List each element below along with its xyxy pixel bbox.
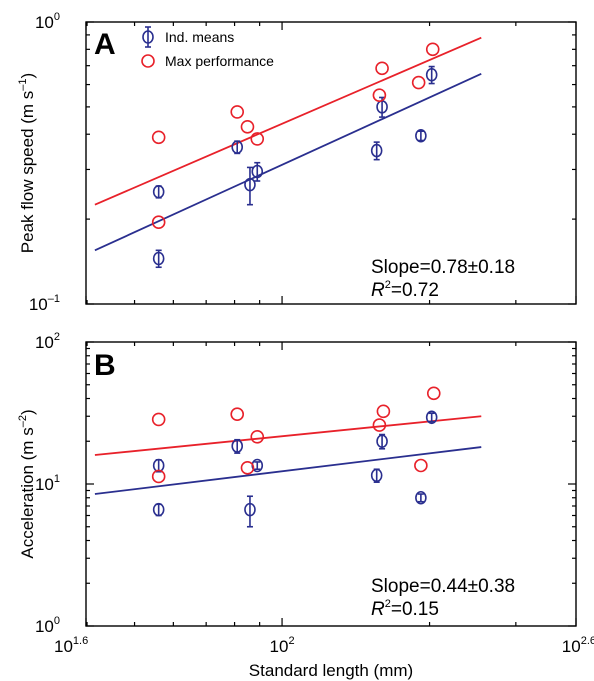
panel-a-point-max-performance [240,119,255,134]
panel-a-fit-lines [94,36,482,252]
panel-b-tick-labels: 100 101 102 101.6 102 102.6 [35,331,594,656]
panel-a-point-ind-means [425,67,438,82]
legend-entry-ind-means: Ind. means [142,26,234,48]
panel-b-y-axis-label-tail: ) [18,409,37,415]
x-tick-label: 102 [270,635,295,656]
panel-a-letter: A [94,28,116,61]
legend-ind-means-label: Ind. means [165,29,234,45]
panel-a-point-max-performance [151,215,166,230]
panel-a-y-tick-label: 10–1 [29,293,60,314]
panel-b-point-max-performance [414,458,428,473]
panel-a-point-max-performance [425,42,440,57]
panel-a-y-tick-label: 100 [35,11,60,32]
panel-b-y-axis-label: Acceleration (m s–2) [17,409,37,558]
panel-b-y-axis-label-main: Acceleration (m s [18,427,37,558]
panel-a-r2-symbol: R [371,280,385,301]
panel-b-fit-lines [94,415,482,495]
panel-b-y-axis-label-sup: –2 [17,415,29,427]
panel-a-point-max-performance [230,105,245,119]
panel-b-letter: B [94,349,116,382]
panel-a-point-max-performance [151,130,166,145]
panel-b-point-ind-means [415,490,427,505]
panel-a-axes-box [85,21,577,305]
panel-a-point-ind-means [415,128,427,143]
legend-ind-means-marker [142,30,154,44]
panel-b-ticks [85,341,577,627]
panel-a-fit-line-max-performance [94,36,482,206]
panel-b-r2-value: =0.15 [391,599,439,620]
panel-a-r2-superscript: 2 [385,279,391,291]
legend: Ind. means Max performance [141,26,274,69]
panel-a-r2-annotation: R2=0.72 [371,279,439,301]
panel-b-y-tick-label: 101 [35,473,60,494]
panel-a-point-ind-means [251,164,264,179]
panel-a-point-ind-means [244,177,256,192]
panel-b-point-ind-means [152,458,165,473]
panel-b-r2-superscript: 2 [385,598,391,610]
legend-max-performance-label: Max performance [165,53,274,69]
panel-b-point-max-performance [151,412,166,427]
panel-a-y-axis-label-main: Peak flow speed (m s [18,91,37,254]
panel-b-r2-symbol: R [371,599,385,620]
panel-b-point-ind-means [152,502,165,517]
panel-b-point-ind-means [244,502,256,517]
panel-a-r2-value: =0.72 [391,280,439,301]
panel-b-slope-annotation: Slope=0.44±0.38 [371,576,515,597]
panel-b-marks [151,386,441,528]
panel-a-y-axis-label-sup: –1 [17,78,29,90]
panel-a-tick-labels: 10–1 100 [29,11,60,314]
panel-a-point-ind-means [370,143,383,158]
panel-b-point-max-performance [426,386,441,401]
panel-b-point-ind-means [376,434,388,449]
panel-b-r2-annotation: R2=0.15 [371,598,439,620]
panel-a-y-axis-label: Peak flow speed (m s–1) [17,73,37,253]
panel-a-point-max-performance [411,75,426,90]
panel-b-y-tick-label: 102 [35,331,60,352]
panel-b-point-max-performance [250,429,265,444]
panel-a-point-max-performance [250,132,265,146]
panel-a-point-ind-means [231,140,244,154]
panel-b-point-max-performance [151,469,166,484]
legend-max-performance-marker [141,54,155,68]
panel-a-marks [151,42,440,269]
x-tick-label: 101.6 [54,635,88,656]
panel-a-point-max-performance [375,61,389,76]
panel-a-fit-line-ind-means [94,73,482,252]
legend-entry-max-performance: Max performance [141,53,274,69]
panel-b-point-ind-means [231,439,244,453]
panel-b-point-max-performance [376,404,391,419]
panel-b-fit-line-ind-means [94,446,482,495]
x-tick-label: 102.6 [562,635,594,656]
panel-b-point-max-performance [230,407,245,422]
panel-b-point-ind-means [370,468,383,483]
panel-b: 100 101 102 101.6 102 102.6 B Slope=0.44±0.38… [17,331,594,680]
panel-a-y-axis-label-tail: ) [18,73,37,79]
panel-b-point-max-performance [240,461,255,475]
panel-a-ticks [85,21,577,305]
x-axis-label: Standard length (mm) [249,661,413,680]
panel-b-point-ind-means [425,410,438,425]
panel-a-point-ind-means [152,251,165,266]
panel-a: 10–1 100 A Ind. means Max performance Slo… [17,11,577,314]
panel-a-point-ind-means [152,184,165,199]
panel-a-point-max-performance [372,88,387,103]
panel-b-y-tick-label: 100 [35,615,60,636]
panel-b-point-max-performance [372,418,387,432]
panel-b-fit-line-max-performance [94,415,482,456]
panel-a-slope-annotation: Slope=0.78±0.18 [371,257,515,278]
